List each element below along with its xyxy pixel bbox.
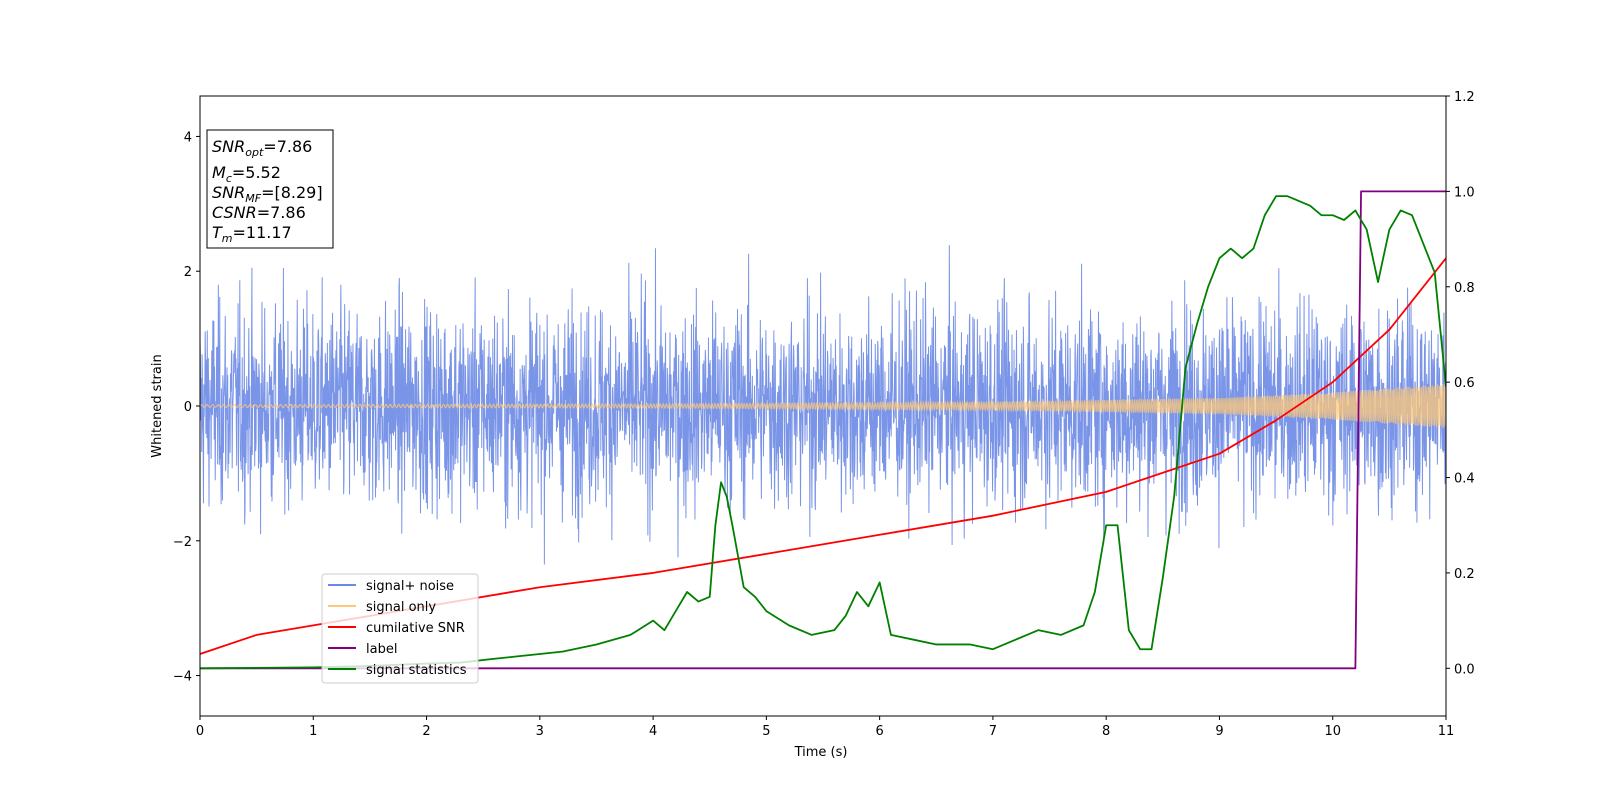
legend: signal+ noise signal only cumilative SNR… bbox=[321, 573, 479, 684]
info-mc: Mc=5.52 bbox=[212, 163, 281, 185]
x-tick-label: 1 bbox=[309, 724, 317, 739]
y2-tick-label: 0.8 bbox=[1454, 281, 1475, 296]
info-snr-mf: SNRMF=[8.29] bbox=[212, 183, 323, 205]
x-tick-label: 9 bbox=[1215, 724, 1223, 739]
x-tick-label: 2 bbox=[422, 724, 430, 739]
series-signal-noise bbox=[200, 245, 1446, 565]
axes: 0 1 2 3 4 5 6 7 8 9 10 11 −4 −2 0 2 4 0.0 0.2 0.4 0.6 0.8 1.0 1… bbox=[173, 90, 1475, 739]
x-tick-label: 10 bbox=[1324, 724, 1341, 739]
legend-item-cumulative-snr: cumilative SNR bbox=[328, 621, 465, 636]
y2-tick-label: 0.4 bbox=[1454, 472, 1475, 487]
series-signal-only bbox=[200, 384, 1446, 428]
legend-item-label: label bbox=[328, 642, 397, 657]
info-box: SNRopt=7.86 Mc=5.52 SNRMF=[8.29] CSNR=7.… bbox=[206, 129, 334, 249]
y-tick-label: 2 bbox=[184, 265, 192, 280]
x-tick-label: 11 bbox=[1438, 724, 1455, 739]
y2-tick-label: 1.2 bbox=[1454, 90, 1475, 105]
y2-tick-label: 1.0 bbox=[1454, 185, 1475, 200]
legend-label-label: label bbox=[366, 642, 397, 657]
legend-label-cumulative-snr: cumilative SNR bbox=[366, 621, 465, 636]
info-snr-opt: SNRopt=7.86 bbox=[212, 137, 312, 159]
y-tick-label: 0 bbox=[184, 400, 192, 415]
series-label bbox=[200, 190, 1446, 670]
x-tick-label: 7 bbox=[989, 724, 997, 739]
legend-item-signal-statistics: signal statistics bbox=[328, 663, 467, 678]
y-tick-label: 4 bbox=[184, 130, 192, 145]
x-tick-label: 4 bbox=[649, 724, 657, 739]
x-tick-label: 3 bbox=[536, 724, 544, 739]
x-tick-label: 8 bbox=[1102, 724, 1110, 739]
y2-tick-label: 0.0 bbox=[1454, 662, 1475, 677]
info-csnr: CSNR=7.86 bbox=[212, 203, 306, 222]
x-tick-label: 0 bbox=[196, 724, 204, 739]
legend-item-signal-only: signal only bbox=[328, 600, 436, 615]
legend-label-signal-statistics: signal statistics bbox=[366, 663, 467, 678]
y2-tick-label: 0.6 bbox=[1454, 376, 1475, 391]
info-box-frame bbox=[206, 129, 334, 249]
y-tick-label: −2 bbox=[173, 535, 192, 550]
x-axis-label: Time (s) bbox=[794, 745, 848, 760]
series-signal-statistics bbox=[200, 195, 1446, 670]
y2-tick-label: 0.2 bbox=[1454, 567, 1475, 582]
x-tick-label: 6 bbox=[875, 724, 883, 739]
legend-label-signal-only: signal only bbox=[366, 600, 436, 615]
info-tm: Tm=11.17 bbox=[212, 223, 292, 245]
legend-item-signal-noise: signal+ noise bbox=[328, 579, 454, 594]
legend-frame bbox=[321, 573, 479, 684]
legend-label-signal-noise: signal+ noise bbox=[366, 579, 454, 594]
y-tick-label: −4 bbox=[173, 670, 192, 685]
y-axis-label: Whitened strain bbox=[150, 354, 165, 457]
x-tick-label: 5 bbox=[762, 724, 770, 739]
